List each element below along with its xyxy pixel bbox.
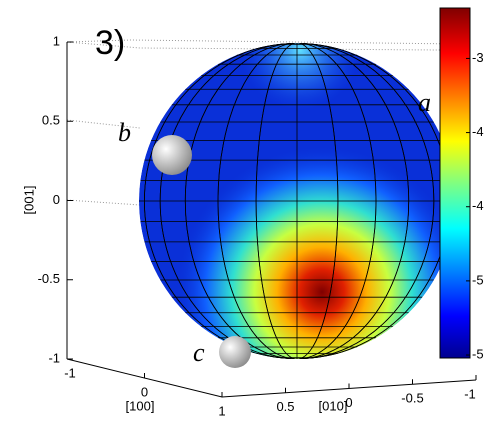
x-tick-label: -1 <box>64 365 76 380</box>
x-axis-label: [100] <box>126 398 155 413</box>
y-tick-label: 0.5 <box>276 399 294 414</box>
point-label: a <box>418 88 431 117</box>
point-label: c <box>193 338 205 367</box>
z-tick-label: 0 <box>53 192 60 207</box>
colorbar-tick-label: -4 <box>472 198 484 213</box>
atom-b <box>152 135 192 175</box>
z-axis-label: [001] <box>21 186 36 215</box>
z-tick-label: 1 <box>53 33 60 48</box>
panel-label: 3) <box>95 24 125 62</box>
atom-c <box>219 336 251 368</box>
z-tick-label: 0.5 <box>42 113 60 128</box>
colorbar <box>440 8 470 358</box>
y-axis-label: [010] <box>319 398 348 413</box>
colorbar-tick-label: -4 <box>472 124 484 139</box>
z-tick-label: -1 <box>48 350 60 365</box>
y-tick-label: -0.5 <box>401 391 423 406</box>
y-tick-label: -1 <box>464 386 476 401</box>
chart: 3) a b c [001] [100] [010] 1 0.5 0 -0.5 -1 -1… <box>0 0 484 423</box>
y-tick-label: 0 <box>345 395 352 410</box>
x-tick-label: 0 <box>141 384 148 399</box>
point-label: b <box>118 118 131 147</box>
colorbar-tick-label: -5 <box>472 272 484 287</box>
z-tick-label: -0.5 <box>38 271 60 286</box>
colorbar-tick-label: -5 <box>472 346 484 361</box>
x-tick-label: 1 <box>218 403 225 418</box>
colorbar-tick-label: -3 <box>472 50 484 65</box>
